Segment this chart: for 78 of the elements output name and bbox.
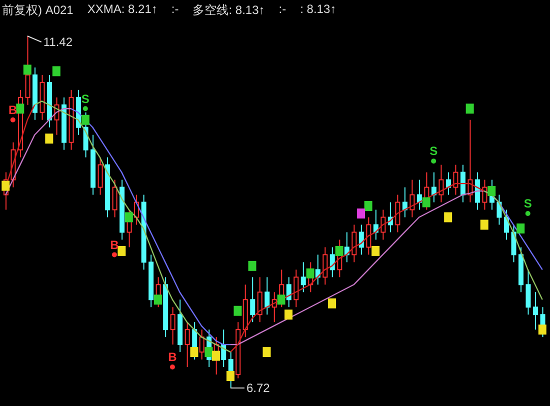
- point: [466, 104, 474, 114]
- data-label: S: [524, 196, 532, 211]
- point: [357, 208, 366, 218]
- candlestick: [511, 224, 516, 263]
- candlestick: [460, 164, 466, 203]
- point: [52, 66, 60, 76]
- data-label: B: [110, 238, 120, 252]
- candlestick: [300, 262, 306, 293]
- point: [170, 364, 175, 370]
- candlestick: [395, 194, 400, 233]
- point: [204, 347, 213, 358]
- candlestick: [482, 179, 488, 210]
- point: [306, 268, 314, 278]
- candlestick: [532, 292, 538, 330]
- candlestick: [474, 172, 480, 210]
- candlestick: [322, 246, 328, 286]
- candlestick: [184, 322, 190, 368]
- text: 多空线: 8.13↑: [192, 2, 265, 19]
- point: [16, 104, 24, 114]
- point: [112, 252, 117, 258]
- point: [284, 310, 293, 320]
- candlestick: [112, 179, 118, 218]
- text: :-: [171, 2, 179, 18]
- point: [328, 298, 336, 308]
- point: [525, 211, 530, 216]
- text: : 8.13↑: [300, 2, 336, 18]
- candlestick: [380, 209, 386, 240]
- candlestick: [170, 306, 176, 346]
- candlestick: [83, 112, 88, 158]
- point: [190, 347, 198, 358]
- candlestick: [526, 269, 531, 316]
- data-label: S: [81, 92, 90, 106]
- candlestick: [410, 179, 415, 218]
- candlestick: [330, 246, 335, 278]
- candlestick: [366, 216, 372, 256]
- point: [480, 220, 488, 230]
- text: XXMA: 8.21↑: [87, 2, 158, 18]
- candlestick: [199, 329, 204, 360]
- point: [212, 350, 220, 361]
- point: [422, 197, 430, 208]
- candlestick: [264, 276, 270, 316]
- point: [248, 260, 256, 271]
- annotation: 6.72: [246, 381, 270, 395]
- candlestick: [250, 276, 256, 323]
- text: :-: [278, 2, 286, 18]
- point: [444, 212, 452, 222]
- point: [2, 180, 10, 191]
- point: [372, 246, 380, 256]
- point: [45, 134, 54, 144]
- point: [226, 371, 234, 382]
- point: [516, 223, 525, 234]
- point: [234, 306, 242, 316]
- point: [154, 294, 162, 305]
- point: [118, 246, 126, 256]
- candlestick: [438, 164, 444, 203]
- data-label: S: [430, 144, 438, 158]
- point: [262, 347, 271, 358]
- candlestick: [98, 156, 103, 196]
- point: [124, 212, 133, 222]
- candlestick: [257, 276, 262, 323]
- text: 前复权) A021: [2, 2, 74, 19]
- point: [488, 186, 496, 196]
- candlestick: [286, 276, 292, 308]
- point: [23, 64, 32, 75]
- point: [81, 114, 90, 125]
- point: [10, 117, 16, 122]
- point: [538, 324, 546, 335]
- point: [364, 201, 372, 212]
- point: [335, 246, 344, 256]
- point: [431, 158, 436, 164]
- candlestick: [294, 269, 299, 308]
- annotation: 11.42: [43, 35, 73, 49]
- candlestick: [453, 164, 458, 196]
- point: [277, 294, 286, 305]
- point: [82, 106, 88, 112]
- candlestick: [352, 224, 357, 263]
- candlestick: [358, 224, 364, 256]
- data-label: B: [168, 350, 178, 364]
